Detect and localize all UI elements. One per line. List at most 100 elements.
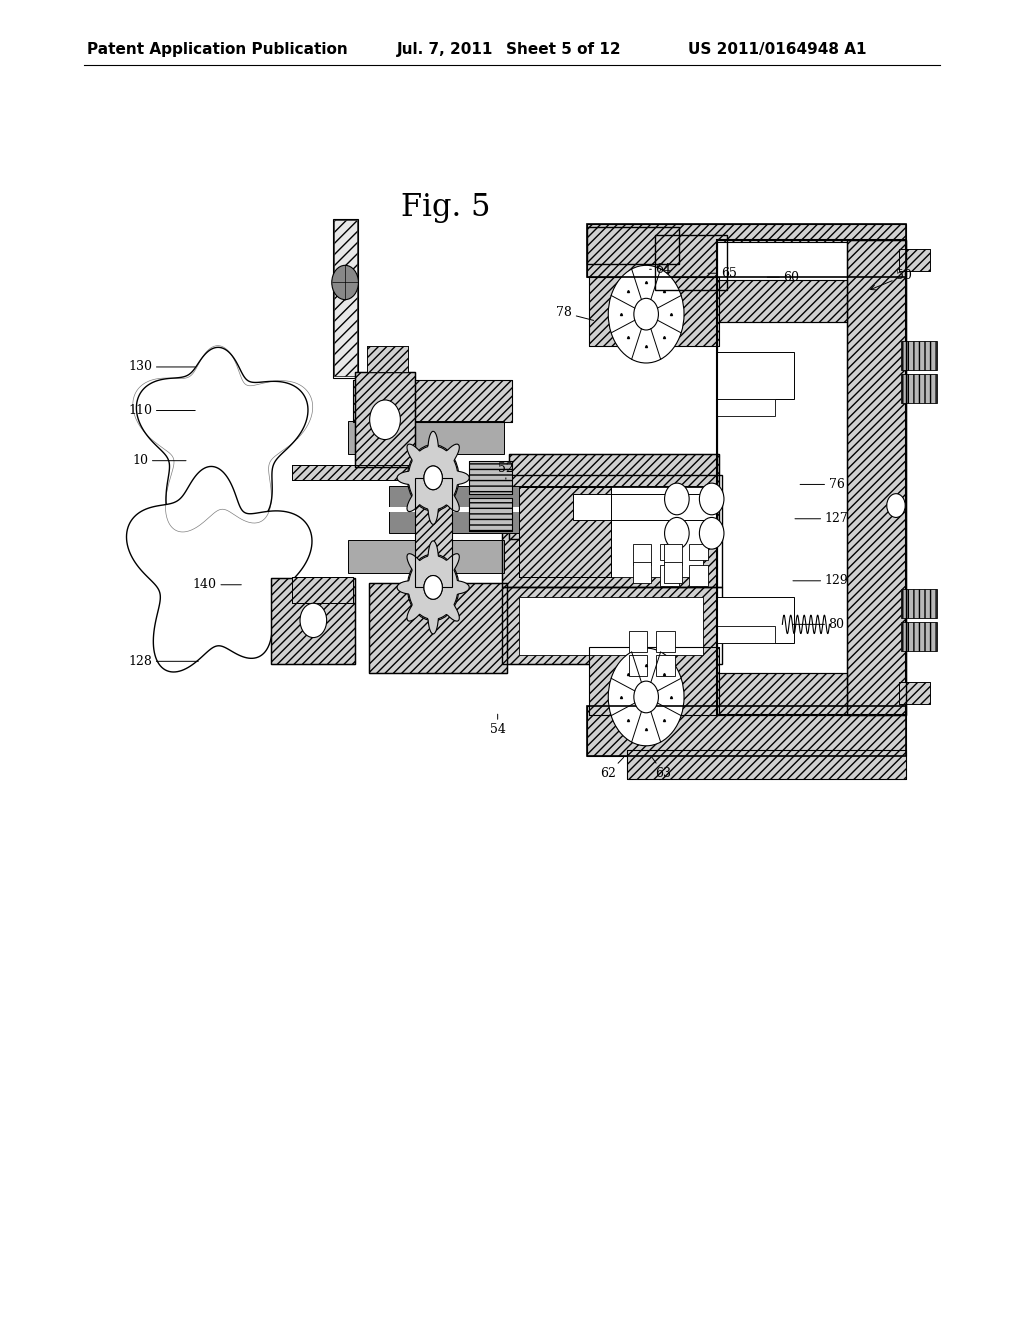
Bar bbox=[627, 750, 906, 779]
Bar bbox=[502, 587, 722, 664]
Bar bbox=[587, 706, 906, 756]
Bar bbox=[355, 372, 415, 467]
Bar bbox=[369, 583, 507, 673]
Bar bbox=[901, 589, 937, 618]
Text: 78: 78 bbox=[556, 306, 594, 321]
Bar bbox=[367, 346, 408, 372]
Bar bbox=[899, 249, 930, 271]
Bar bbox=[689, 544, 708, 560]
Bar bbox=[509, 499, 719, 539]
Bar bbox=[660, 565, 679, 586]
Circle shape bbox=[608, 265, 684, 363]
Circle shape bbox=[887, 494, 905, 517]
Text: 140: 140 bbox=[193, 578, 242, 591]
Bar bbox=[664, 544, 682, 565]
Circle shape bbox=[424, 466, 442, 490]
Bar bbox=[509, 494, 719, 499]
Polygon shape bbox=[397, 432, 469, 524]
Bar bbox=[271, 578, 355, 664]
Text: 63: 63 bbox=[652, 758, 672, 780]
Circle shape bbox=[634, 681, 658, 713]
Bar bbox=[415, 478, 452, 587]
Text: 129: 129 bbox=[793, 574, 849, 587]
Bar bbox=[899, 682, 930, 704]
Bar bbox=[717, 673, 847, 715]
Bar bbox=[589, 277, 719, 346]
Bar bbox=[664, 562, 682, 583]
Circle shape bbox=[370, 400, 400, 440]
Bar bbox=[847, 240, 906, 715]
Circle shape bbox=[408, 554, 459, 620]
Polygon shape bbox=[397, 541, 469, 634]
Bar bbox=[717, 597, 794, 643]
Bar bbox=[901, 374, 937, 403]
Bar bbox=[355, 372, 415, 467]
Bar bbox=[717, 673, 847, 715]
Bar bbox=[717, 240, 906, 715]
Bar bbox=[469, 498, 512, 531]
Bar bbox=[587, 227, 679, 264]
Bar bbox=[717, 352, 794, 399]
Bar bbox=[589, 647, 719, 715]
Circle shape bbox=[634, 298, 658, 330]
Bar bbox=[656, 655, 675, 676]
Text: 65: 65 bbox=[708, 267, 737, 280]
Circle shape bbox=[300, 603, 327, 638]
Polygon shape bbox=[136, 347, 308, 528]
Bar bbox=[633, 562, 651, 583]
Text: 64: 64 bbox=[649, 263, 672, 276]
Bar bbox=[587, 224, 906, 277]
Text: 50: 50 bbox=[870, 269, 912, 290]
Bar bbox=[519, 487, 611, 577]
Bar bbox=[587, 224, 906, 277]
Bar bbox=[589, 277, 719, 346]
Circle shape bbox=[699, 483, 724, 515]
Text: Sheet 5 of 12: Sheet 5 of 12 bbox=[506, 42, 621, 57]
Bar bbox=[587, 706, 906, 756]
Bar bbox=[389, 486, 717, 510]
Bar bbox=[717, 626, 775, 643]
Bar bbox=[353, 380, 512, 422]
Text: 110: 110 bbox=[128, 404, 196, 417]
Text: 54: 54 bbox=[489, 714, 506, 737]
Bar bbox=[469, 461, 512, 494]
Bar bbox=[333, 219, 358, 378]
Text: 128: 128 bbox=[128, 655, 199, 668]
Bar bbox=[847, 240, 906, 715]
Circle shape bbox=[665, 483, 689, 515]
Bar bbox=[629, 631, 647, 652]
Circle shape bbox=[424, 576, 442, 599]
Bar bbox=[502, 475, 722, 587]
Bar bbox=[369, 583, 507, 673]
Bar bbox=[901, 622, 937, 651]
Bar bbox=[519, 597, 703, 655]
Text: 76: 76 bbox=[800, 478, 845, 491]
Circle shape bbox=[332, 265, 358, 300]
Bar bbox=[717, 240, 906, 715]
Bar bbox=[469, 498, 512, 531]
Bar bbox=[717, 399, 775, 416]
Bar bbox=[519, 487, 611, 577]
Text: 80: 80 bbox=[793, 618, 845, 631]
Bar bbox=[348, 421, 504, 454]
Text: 10: 10 bbox=[132, 454, 186, 467]
Bar bbox=[292, 577, 353, 603]
Bar bbox=[627, 750, 906, 779]
Text: US 2011/0164948 A1: US 2011/0164948 A1 bbox=[688, 42, 866, 57]
Bar bbox=[502, 587, 722, 664]
Bar bbox=[573, 494, 717, 520]
Circle shape bbox=[424, 576, 442, 599]
Bar bbox=[389, 507, 717, 512]
Text: 130: 130 bbox=[128, 360, 196, 374]
Bar bbox=[292, 577, 353, 603]
Bar bbox=[655, 235, 727, 290]
Bar bbox=[334, 220, 357, 376]
Circle shape bbox=[408, 445, 459, 511]
Text: 60: 60 bbox=[767, 271, 800, 284]
Bar bbox=[292, 465, 425, 480]
Text: Fig. 5: Fig. 5 bbox=[400, 191, 490, 223]
Circle shape bbox=[424, 466, 442, 490]
Bar bbox=[292, 465, 425, 480]
Circle shape bbox=[608, 648, 684, 746]
Bar bbox=[899, 249, 930, 271]
